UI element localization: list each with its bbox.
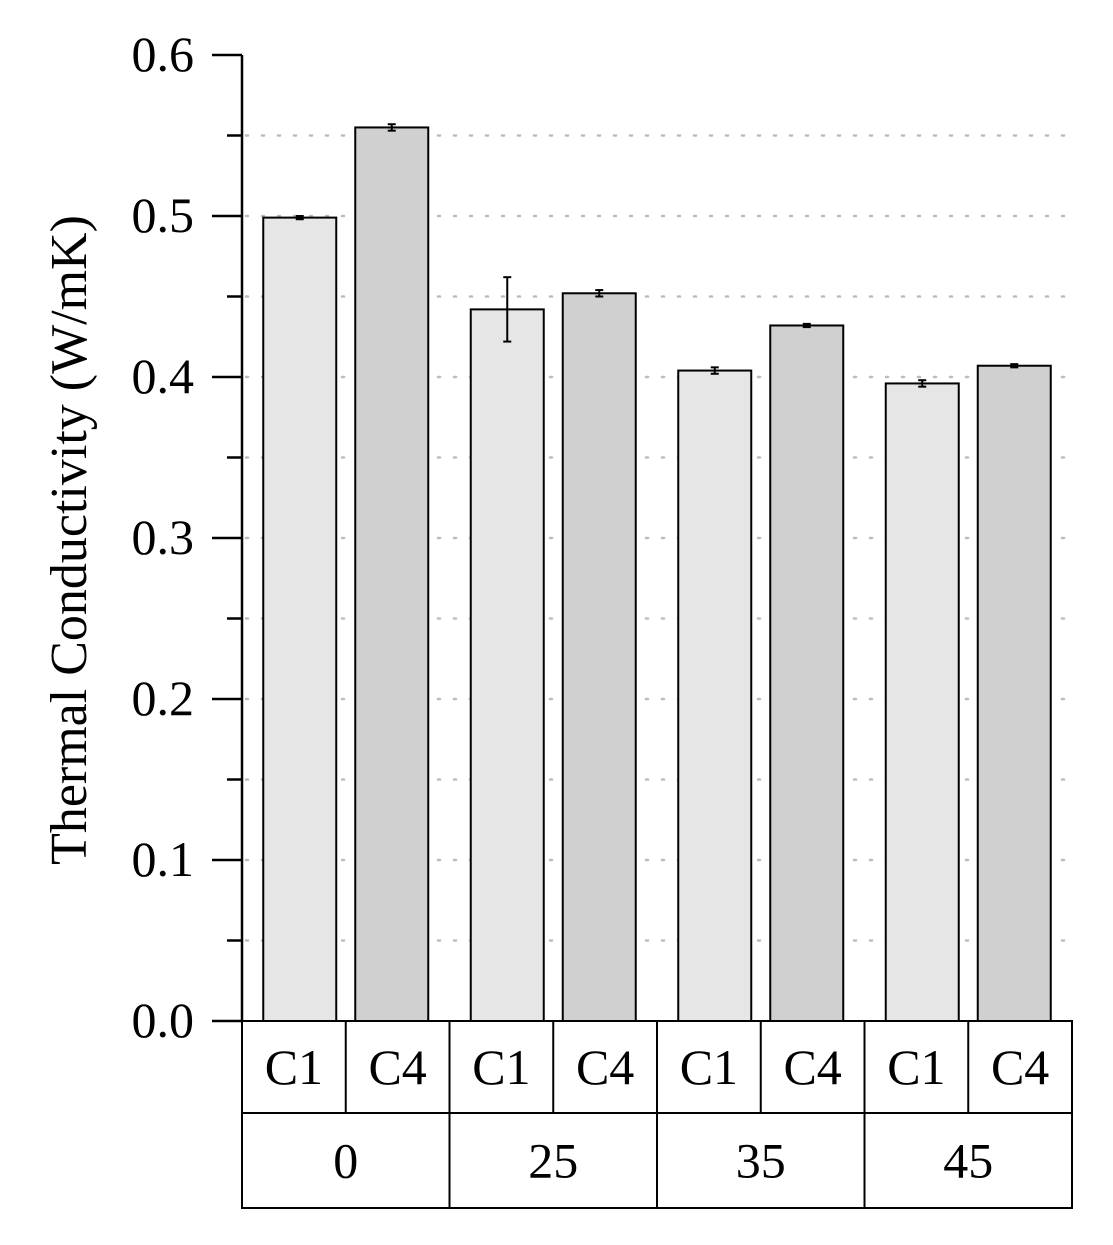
y-axis-label: Thermal Conductivity (W/mK) <box>41 215 98 865</box>
subcategory-label: C1 <box>680 1039 738 1095</box>
y-tick-label: 0.5 <box>132 187 195 243</box>
bar-35-C1 <box>677 369 753 1022</box>
y-tick-label: 0.3 <box>132 509 195 565</box>
y-tick-label: 0.0 <box>132 992 195 1048</box>
group-label: 25 <box>528 1133 578 1189</box>
y-tick-label: 0.2 <box>132 670 195 726</box>
bar-25-C1 <box>469 308 545 1022</box>
subcategory-label: C4 <box>783 1039 841 1095</box>
subcategory-label: C4 <box>576 1039 634 1095</box>
subcategory-label: C4 <box>368 1039 426 1095</box>
subcategory-label: C4 <box>991 1039 1049 1095</box>
subcategory-label: C1 <box>265 1039 323 1095</box>
subcategory-label: C1 <box>887 1039 945 1095</box>
bar-0-C1 <box>262 216 338 1023</box>
bar-45-C1 <box>884 382 960 1022</box>
group-label: 35 <box>736 1133 786 1189</box>
bar-45-C4 <box>976 364 1052 1023</box>
subcategory-label: C1 <box>472 1039 530 1095</box>
bar-35-C4 <box>769 324 845 1023</box>
y-axis: 0.0 0.1 0.2 0.3 0.4 0.5 0.6 <box>132 26 244 1048</box>
category-table: C1 C4 C1 C4 C1 C4 C1 C40 25 35 45 <box>241 1020 1073 1209</box>
y-tick-label: 0.1 <box>132 831 195 887</box>
group-label: 0 <box>333 1133 358 1189</box>
bar-0-C4 <box>354 126 430 1022</box>
bars <box>262 123 1052 1023</box>
y-tick-label: 0.6 <box>132 26 195 82</box>
group-label: 45 <box>943 1133 993 1189</box>
y-tick-label: 0.4 <box>132 348 195 404</box>
bar-25-C4 <box>561 292 637 1022</box>
